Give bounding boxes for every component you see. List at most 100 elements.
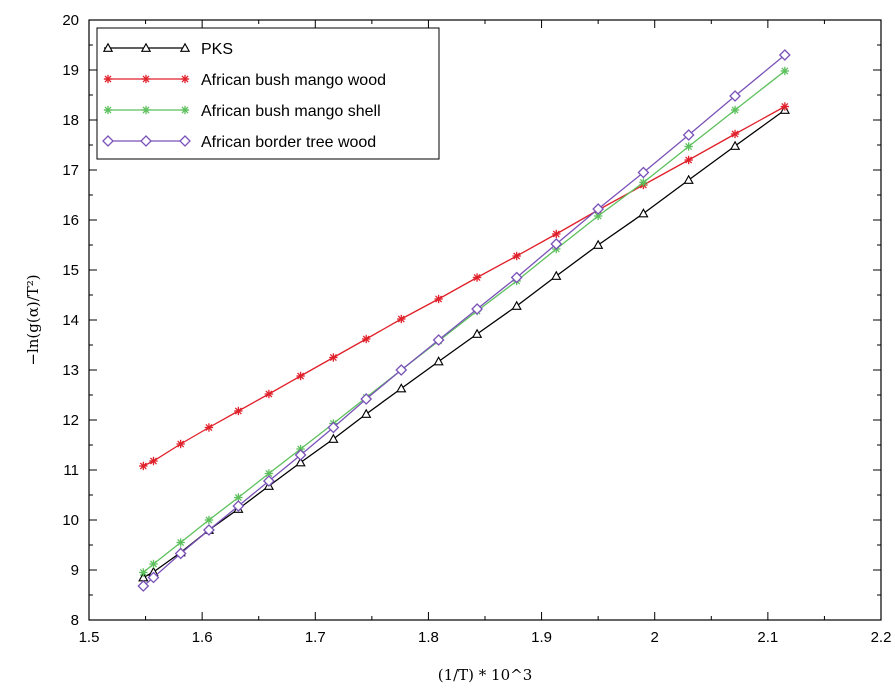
data-point <box>637 166 650 179</box>
data-point <box>103 74 113 84</box>
legend-item: PKS <box>102 41 233 58</box>
data-point <box>511 300 522 310</box>
marker-stroke <box>594 212 602 220</box>
marker-stroke <box>685 156 693 164</box>
data-point <box>362 334 371 344</box>
data-point <box>174 547 187 560</box>
data-point <box>296 444 305 454</box>
data-point <box>176 439 185 449</box>
data-point <box>139 461 148 471</box>
marker-stroke <box>362 335 370 343</box>
data-point <box>234 493 243 502</box>
y-tick-label: 20 <box>62 12 79 29</box>
data-point <box>639 178 648 187</box>
legend-label: African bush mango wood <box>201 72 386 89</box>
data-point <box>137 580 150 592</box>
data-point <box>204 515 214 525</box>
data-point <box>729 90 741 102</box>
data-point <box>179 42 191 52</box>
legend-label: African border tree wood <box>201 134 376 151</box>
marker-stroke <box>265 390 273 398</box>
data-point <box>729 140 741 150</box>
marker-stroke <box>104 75 112 83</box>
data-point <box>329 353 338 362</box>
data-point <box>103 105 113 115</box>
y-tick-label: 17 <box>62 162 79 179</box>
marker-stroke <box>781 67 789 75</box>
data-point <box>433 356 444 366</box>
data-point <box>432 334 445 346</box>
marker-stroke <box>150 457 157 465</box>
data-point <box>730 105 740 115</box>
data-point <box>510 271 523 284</box>
legend-item: African bush mango wood <box>103 72 386 89</box>
data-point <box>234 406 243 416</box>
marker-stroke <box>781 103 789 110</box>
data-point <box>551 270 562 280</box>
data-point <box>396 383 407 393</box>
marker-stroke <box>297 372 305 380</box>
legend: PKS African bush mango wood African bush m… <box>96 27 440 160</box>
data-point <box>140 42 152 52</box>
data-point <box>176 538 185 547</box>
x-tick-label: 1.9 <box>531 629 552 646</box>
data-point <box>682 129 695 141</box>
y-tick-label: 15 <box>62 262 79 279</box>
marker-stroke <box>329 354 337 361</box>
x-tick-label: 2.1 <box>757 629 778 646</box>
y-tick-label: 19 <box>62 62 79 79</box>
x-tick-label: 1.5 <box>79 629 100 646</box>
marker-stroke <box>142 106 150 114</box>
marker-stroke <box>205 424 213 431</box>
y-tick-label: 10 <box>62 512 79 529</box>
marker-stroke <box>181 75 189 83</box>
data-point <box>295 457 306 467</box>
data-point <box>730 129 740 139</box>
y-tick-label: 8 <box>71 612 79 629</box>
data-point <box>550 238 563 250</box>
y-tick-label: 11 <box>63 462 79 479</box>
data-point <box>296 371 305 381</box>
legend-box <box>96 27 440 160</box>
marker-stroke <box>731 106 739 114</box>
data-point <box>179 135 191 147</box>
marker-stroke <box>205 516 213 524</box>
data-point <box>232 500 245 512</box>
marker-stroke <box>473 274 481 281</box>
data-point <box>638 208 649 218</box>
marker-stroke <box>397 315 405 323</box>
data-point <box>471 328 483 338</box>
marker-stroke <box>104 106 112 114</box>
data-point <box>471 303 483 315</box>
legend-item: African border tree wood <box>102 134 376 151</box>
data-point <box>327 421 340 434</box>
data-point <box>139 568 148 577</box>
x-tick-label: 1.6 <box>192 629 213 646</box>
data-point <box>180 74 190 84</box>
data-point <box>264 389 274 399</box>
data-point <box>140 135 152 147</box>
marker-stroke <box>685 143 693 150</box>
marker-stroke <box>265 470 273 477</box>
data-point <box>361 408 372 418</box>
data-point <box>780 66 790 76</box>
data-point <box>512 251 521 261</box>
marker-stroke <box>150 560 157 568</box>
data-point <box>472 273 482 282</box>
x-tick-label: 2 <box>651 629 659 646</box>
x-axis: 1.5 1.6 1.7 1.8 1.9 2 2.1 2.2 <box>79 20 891 646</box>
legend-label: PKS <box>201 41 233 58</box>
y-axis-label: −ln(g(α)/T²) <box>24 274 42 365</box>
data-point <box>294 449 307 461</box>
marker-stroke <box>731 130 739 138</box>
series-3 <box>137 49 791 592</box>
data-point <box>434 294 443 304</box>
data-point <box>778 49 791 61</box>
data-point <box>683 174 694 184</box>
x-tick-label: 1.8 <box>418 629 439 646</box>
data-point <box>684 155 693 165</box>
legend-item: African bush mango shell <box>103 103 381 120</box>
data-point <box>360 393 373 405</box>
y-tick-label: 14 <box>62 312 79 329</box>
